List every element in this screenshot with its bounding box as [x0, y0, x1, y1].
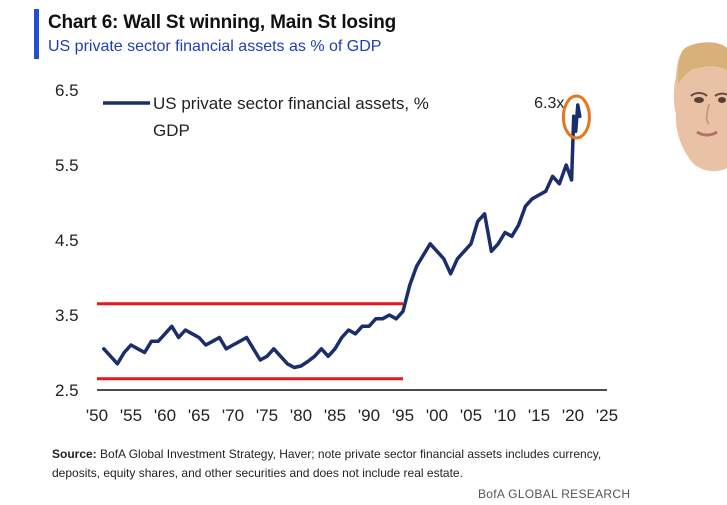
- x-tick-label: '50: [86, 406, 108, 425]
- x-tick-label: '10: [494, 406, 516, 425]
- source-note: Source: BofA Global Investment Strategy,…: [52, 445, 612, 483]
- legend-label-line1: US private sector financial assets, %: [153, 94, 429, 113]
- y-tick-label: 5.5: [55, 156, 79, 175]
- chart-title: Chart 6: Wall St winning, Main St losing: [48, 12, 397, 33]
- x-tick-label: '60: [154, 406, 176, 425]
- x-tick-label: '05: [460, 406, 482, 425]
- legend-label-line2: GDP: [153, 121, 190, 140]
- x-tick-label: '00: [426, 406, 448, 425]
- chart-subtitle: US private sector financial assets as % …: [48, 38, 382, 55]
- x-tick-label: '55: [120, 406, 142, 425]
- peak-annotation-label: 6.3x: [534, 95, 564, 112]
- x-tick-label: '95: [392, 406, 414, 425]
- x-tick-label: '80: [290, 406, 312, 425]
- y-tick-label: 4.5: [55, 231, 79, 250]
- y-tick-label: 2.5: [55, 381, 79, 400]
- series-line: [102, 103, 582, 370]
- x-tick-label: '90: [358, 406, 380, 425]
- y-tick-label: 3.5: [55, 306, 79, 325]
- x-tick-label: '25: [596, 406, 618, 425]
- x-tick-label: '70: [222, 406, 244, 425]
- x-tick-label: '15: [528, 406, 550, 425]
- face-photo-image: [673, 42, 727, 172]
- peak-highlight-circle: [561, 94, 591, 140]
- source-text: BofA Global Investment Strategy, Haver; …: [52, 447, 602, 480]
- line-chart: 2.5 3.5 4.5 5.5 6.5 '50 '55 '60 '65 '70 '75 '80 '85 '…: [55, 81, 618, 425]
- y-tick-label: 6.5: [55, 81, 79, 100]
- x-tick-label: '75: [256, 406, 278, 425]
- title-accent-bar: [34, 9, 39, 59]
- x-tick-label: '65: [188, 406, 210, 425]
- research-credit: BofA GLOBAL RESEARCH: [478, 487, 631, 501]
- source-label: Source:: [52, 447, 97, 461]
- x-tick-label: '20: [562, 406, 584, 425]
- x-tick-label: '85: [324, 406, 346, 425]
